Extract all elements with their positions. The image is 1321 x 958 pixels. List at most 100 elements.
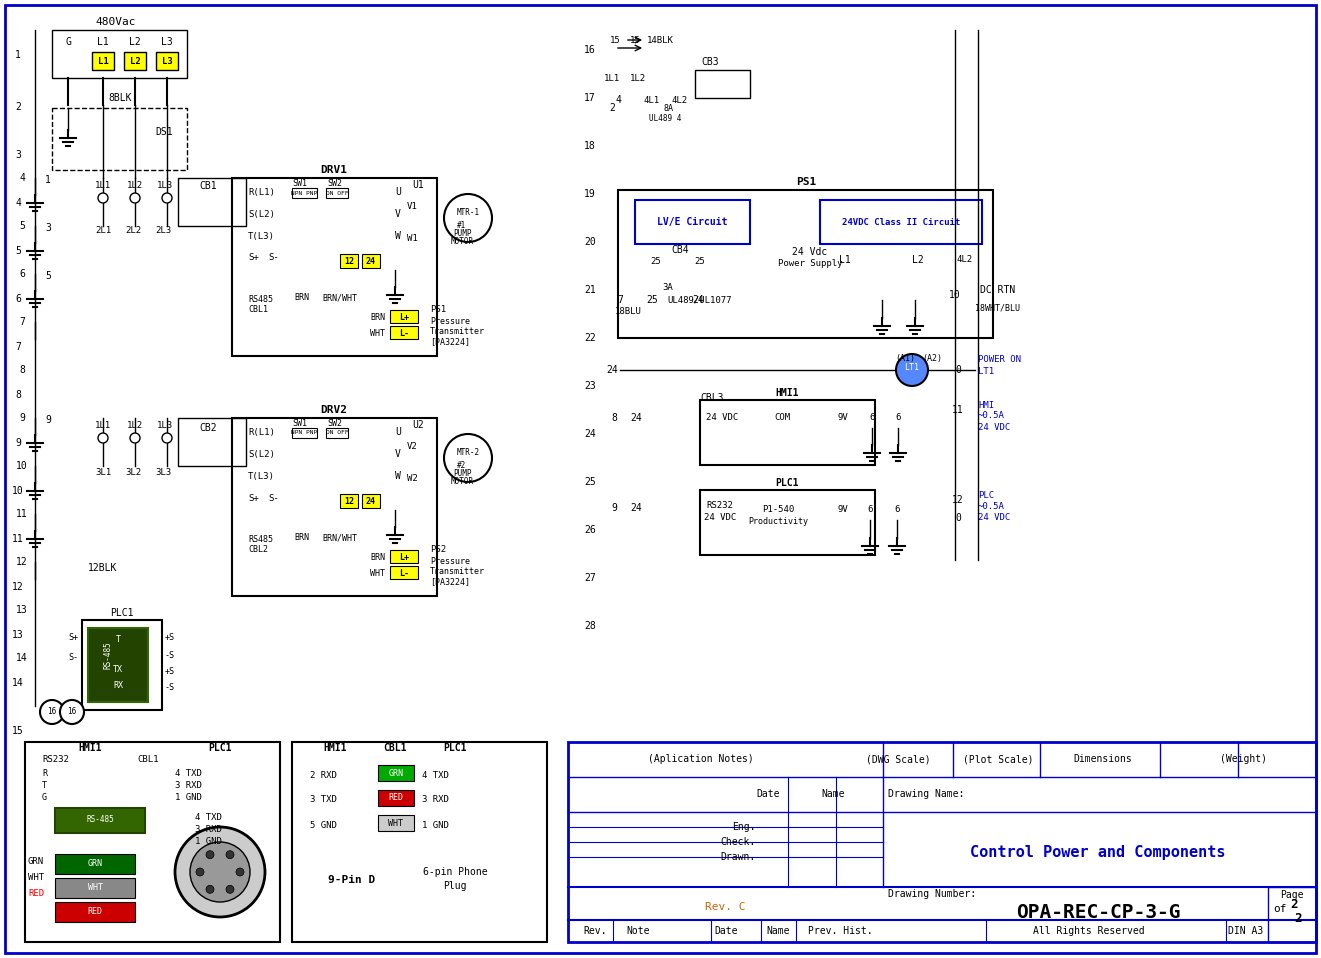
Text: 1: 1 xyxy=(45,175,52,185)
Text: RX: RX xyxy=(114,680,123,690)
Text: CBL1: CBL1 xyxy=(248,306,268,314)
Circle shape xyxy=(162,433,172,443)
Circle shape xyxy=(444,194,491,242)
Text: Dimensions: Dimensions xyxy=(1074,754,1132,764)
Text: 6: 6 xyxy=(868,506,873,514)
Text: 3 RXD: 3 RXD xyxy=(421,795,449,805)
Text: 9V: 9V xyxy=(838,414,848,422)
Bar xyxy=(25,742,280,942)
Text: 8: 8 xyxy=(18,365,25,375)
Text: 24: 24 xyxy=(630,413,642,423)
Circle shape xyxy=(190,842,250,902)
Text: 11: 11 xyxy=(12,534,24,544)
Text: WHT: WHT xyxy=(388,818,403,828)
Bar xyxy=(700,490,875,555)
Text: 6-pin Phone: 6-pin Phone xyxy=(423,867,487,877)
Text: GRN: GRN xyxy=(388,768,403,778)
Text: Rev. C: Rev. C xyxy=(704,902,745,912)
Text: 25: 25 xyxy=(646,295,658,305)
Text: DC RTN: DC RTN xyxy=(980,285,1016,295)
Text: RS232: RS232 xyxy=(707,500,733,510)
Text: ~0.5A: ~0.5A xyxy=(978,412,1005,421)
Text: 9-Pin D: 9-Pin D xyxy=(329,875,375,885)
Text: 26: 26 xyxy=(584,525,596,535)
Text: 8: 8 xyxy=(15,390,21,400)
Text: 24 Vdc: 24 Vdc xyxy=(793,247,828,257)
Text: SW1: SW1 xyxy=(292,419,308,427)
Text: 27: 27 xyxy=(584,573,596,583)
Text: RED: RED xyxy=(388,793,403,803)
Text: RS485: RS485 xyxy=(248,295,273,305)
Text: 4 TXD: 4 TXD xyxy=(196,813,222,823)
Text: R: R xyxy=(42,769,48,779)
Text: Pressure: Pressure xyxy=(431,317,470,327)
Text: RED: RED xyxy=(87,907,103,917)
Text: 16: 16 xyxy=(584,45,596,55)
Text: BRN: BRN xyxy=(295,534,309,542)
Text: 4 TXD: 4 TXD xyxy=(174,769,202,779)
Text: S(L2): S(L2) xyxy=(248,210,275,218)
Text: WHT: WHT xyxy=(28,874,44,882)
Text: U: U xyxy=(395,427,402,437)
Text: MTR-1: MTR-1 xyxy=(457,208,480,217)
Bar xyxy=(292,188,317,198)
Text: 25: 25 xyxy=(695,258,705,266)
Text: 18: 18 xyxy=(584,141,596,151)
Text: 4: 4 xyxy=(18,173,25,183)
Bar xyxy=(618,190,993,338)
Text: +S: +S xyxy=(165,633,174,643)
Text: WHT: WHT xyxy=(87,883,103,893)
Text: 4: 4 xyxy=(15,198,21,208)
Text: MOTOR: MOTOR xyxy=(450,476,473,486)
Text: 480Vac: 480Vac xyxy=(95,17,136,27)
Text: 1 GND: 1 GND xyxy=(196,837,222,847)
Text: 24 VDC: 24 VDC xyxy=(705,414,738,422)
Text: 1L3: 1L3 xyxy=(157,180,173,190)
Bar xyxy=(232,418,437,596)
Text: 8: 8 xyxy=(612,413,617,423)
Text: SW2: SW2 xyxy=(328,178,342,188)
Text: Transmitter: Transmitter xyxy=(431,567,485,577)
Text: PUMP: PUMP xyxy=(453,229,472,238)
Text: 8A: 8A xyxy=(663,103,672,112)
Text: UL489 4: UL489 4 xyxy=(649,113,682,123)
Text: CBL2: CBL2 xyxy=(248,545,268,555)
Text: (Plot Scale): (Plot Scale) xyxy=(963,754,1033,764)
Text: S-: S- xyxy=(268,254,279,262)
Text: L1: L1 xyxy=(98,37,108,47)
Text: (A2): (A2) xyxy=(922,354,942,362)
Text: UL489/UL1077: UL489/UL1077 xyxy=(667,295,732,305)
Text: S(L2): S(L2) xyxy=(248,449,275,459)
Text: LV/E Circuit: LV/E Circuit xyxy=(657,217,728,227)
Text: Control Power and Components: Control Power and Components xyxy=(970,845,1226,859)
Text: P1-540: P1-540 xyxy=(762,506,794,514)
Text: 15: 15 xyxy=(630,35,641,44)
Text: L2: L2 xyxy=(129,57,140,65)
Circle shape xyxy=(896,354,927,386)
Text: 24: 24 xyxy=(366,257,376,265)
Text: [PA3224]: [PA3224] xyxy=(431,337,470,347)
Text: 14BLK: 14BLK xyxy=(646,35,674,44)
Bar xyxy=(700,400,875,465)
Circle shape xyxy=(98,433,108,443)
Text: Eng.: Eng. xyxy=(733,822,756,832)
Text: 25: 25 xyxy=(584,477,596,487)
Text: BRN: BRN xyxy=(295,293,309,303)
Bar xyxy=(292,428,317,438)
Text: 9: 9 xyxy=(612,503,617,513)
Text: 7: 7 xyxy=(18,317,25,327)
Text: 24: 24 xyxy=(584,429,596,439)
Bar xyxy=(124,52,147,70)
Bar xyxy=(82,620,162,710)
Text: 12: 12 xyxy=(343,257,354,265)
Text: 2L2: 2L2 xyxy=(125,225,141,235)
Text: 24: 24 xyxy=(606,365,618,375)
Bar xyxy=(390,326,417,339)
Text: 24 VDC: 24 VDC xyxy=(704,513,736,522)
Text: PUMP: PUMP xyxy=(453,468,472,477)
Bar xyxy=(362,494,380,508)
Text: Drawn.: Drawn. xyxy=(721,852,756,862)
Text: All Rights Reserved: All Rights Reserved xyxy=(1033,926,1144,936)
Circle shape xyxy=(236,868,244,876)
Text: 28: 28 xyxy=(584,621,596,631)
